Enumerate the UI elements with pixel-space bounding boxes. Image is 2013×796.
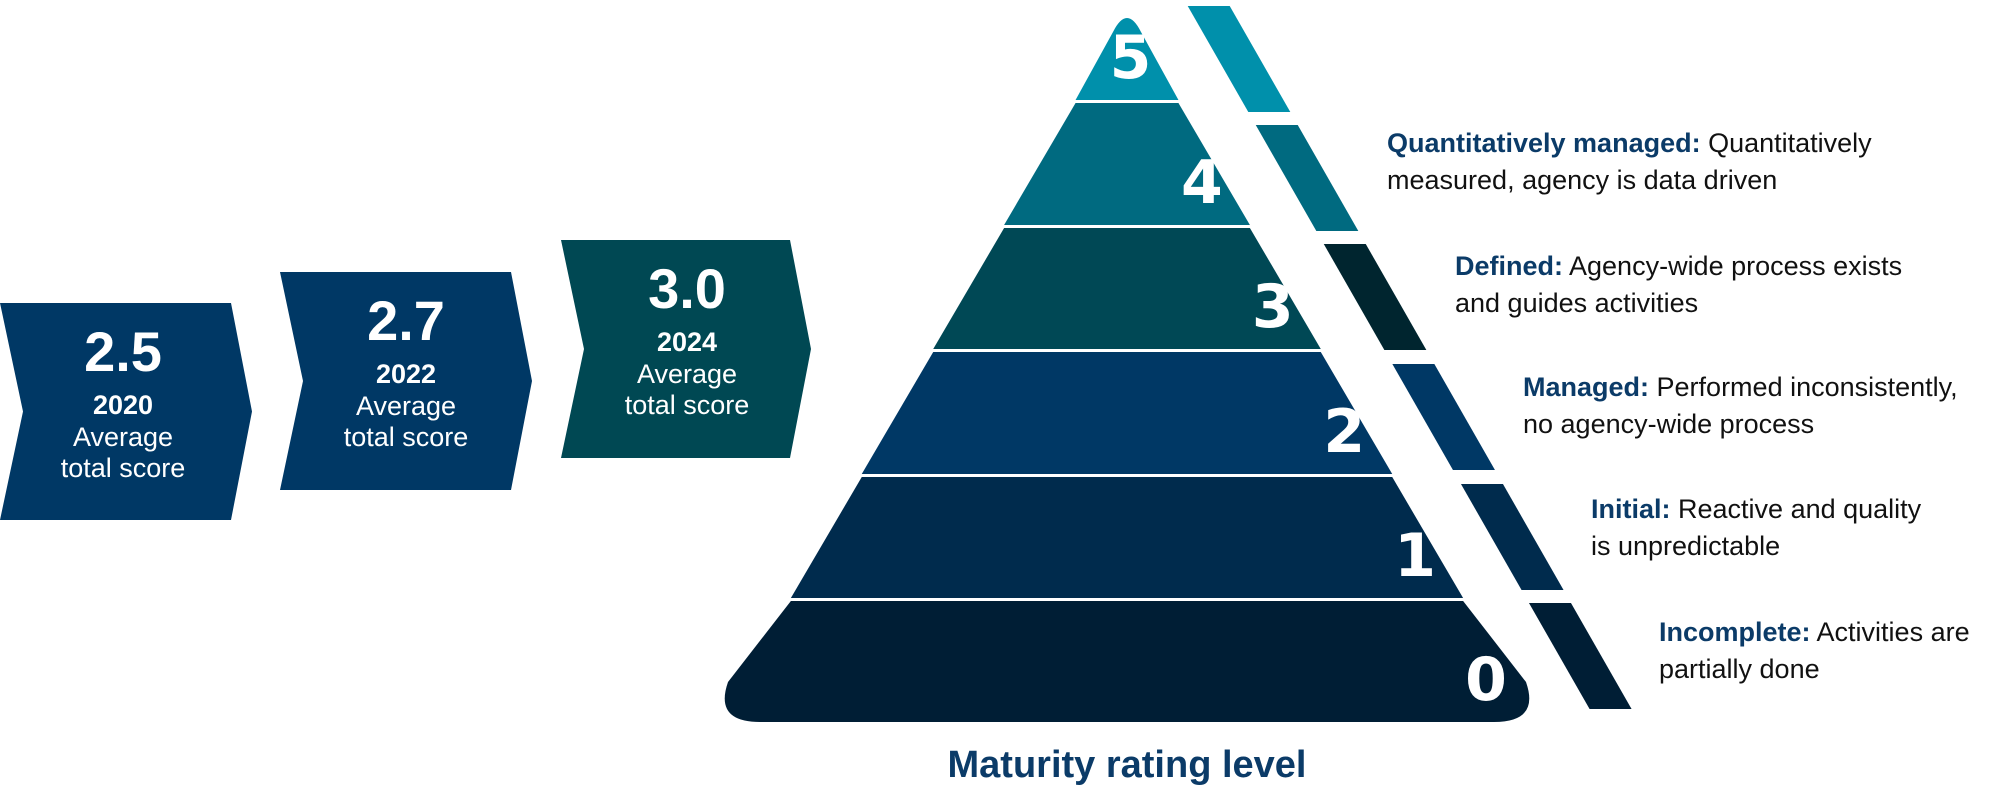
level-5-number: 5 [1110, 23, 1152, 93]
level-text: is unpredictable [1591, 531, 1781, 561]
score-caption: Average [636, 359, 738, 389]
level-4-stripe [1255, 125, 1359, 231]
level-text: partially done [1659, 654, 1820, 684]
level-1-number: 1 [1394, 521, 1436, 591]
level-5-stripe [1187, 6, 1291, 112]
score-caption: total score [343, 422, 469, 452]
level-0-stripe [1528, 603, 1632, 709]
level-2-description: Managed: Performed inconsistently, no ag… [1523, 369, 1958, 443]
level-text: Agency-wide process exists [1569, 251, 1903, 281]
level-0-description: Incomplete: Activities are partially don… [1659, 614, 1970, 688]
level-1-description: Initial: Reactive and quality is unpredi… [1591, 491, 1921, 565]
level-text: no agency-wide process [1523, 409, 1815, 439]
score-2024: 3.0 2024 Average total score [572, 259, 802, 421]
level-4-number: 4 [1181, 148, 1223, 218]
level-2-stripe [1392, 364, 1495, 470]
score-year: 2020 [92, 390, 154, 420]
level-4-description: Quantitatively managed: Quantitatively m… [1387, 125, 1872, 199]
score-value: 3.0 [648, 257, 726, 320]
score-caption: total score [624, 390, 750, 420]
level-2-number: 2 [1323, 397, 1365, 467]
level-name: Incomplete: [1659, 617, 1811, 647]
score-value: 2.7 [367, 289, 445, 352]
level-text: Activities are [1816, 617, 1970, 647]
score-year: 2024 [656, 327, 718, 357]
score-2022: 2.7 2022 Average total score [291, 291, 521, 453]
level-name: Quantitatively managed: [1387, 128, 1701, 158]
level-text: Performed inconsistently, [1656, 372, 1958, 402]
level-1-stripe [1460, 484, 1564, 590]
pyramid-level-2 [861, 352, 1393, 474]
score-caption: Average [355, 391, 457, 421]
pyramid-level-5 [1075, 18, 1179, 100]
pyramid-level-0 [724, 601, 1530, 722]
level-text: measured, agency is data driven [1387, 165, 1778, 195]
level-name: Managed: [1523, 372, 1650, 402]
pyramid-level-4 [1004, 103, 1250, 225]
level-name: Initial: [1591, 494, 1671, 524]
level-text: and guides activities [1455, 288, 1699, 318]
score-year: 2022 [375, 359, 437, 389]
score-chevron [280, 272, 532, 490]
pyramid-title: Maturity rating level [947, 744, 1307, 786]
score-chevron [561, 240, 811, 458]
level-3-number: 3 [1252, 272, 1294, 342]
score-chevron [0, 303, 252, 520]
score-2020: 2.5 2020 Average total score [8, 322, 238, 484]
level-text: Quantitatively [1708, 128, 1872, 158]
score-caption: Average [72, 422, 174, 452]
pyramid-level-3 [933, 228, 1321, 349]
level-0-number: 0 [1465, 645, 1507, 715]
pyramid-level-1 [790, 477, 1464, 598]
score-value: 2.5 [84, 320, 162, 383]
level-name: Defined: [1455, 251, 1563, 281]
score-caption: total score [60, 453, 186, 483]
level-3-description: Defined: Agency-wide process exists and … [1455, 248, 1902, 322]
level-3-stripe [1323, 244, 1427, 350]
level-text: Reactive and quality [1678, 494, 1922, 524]
